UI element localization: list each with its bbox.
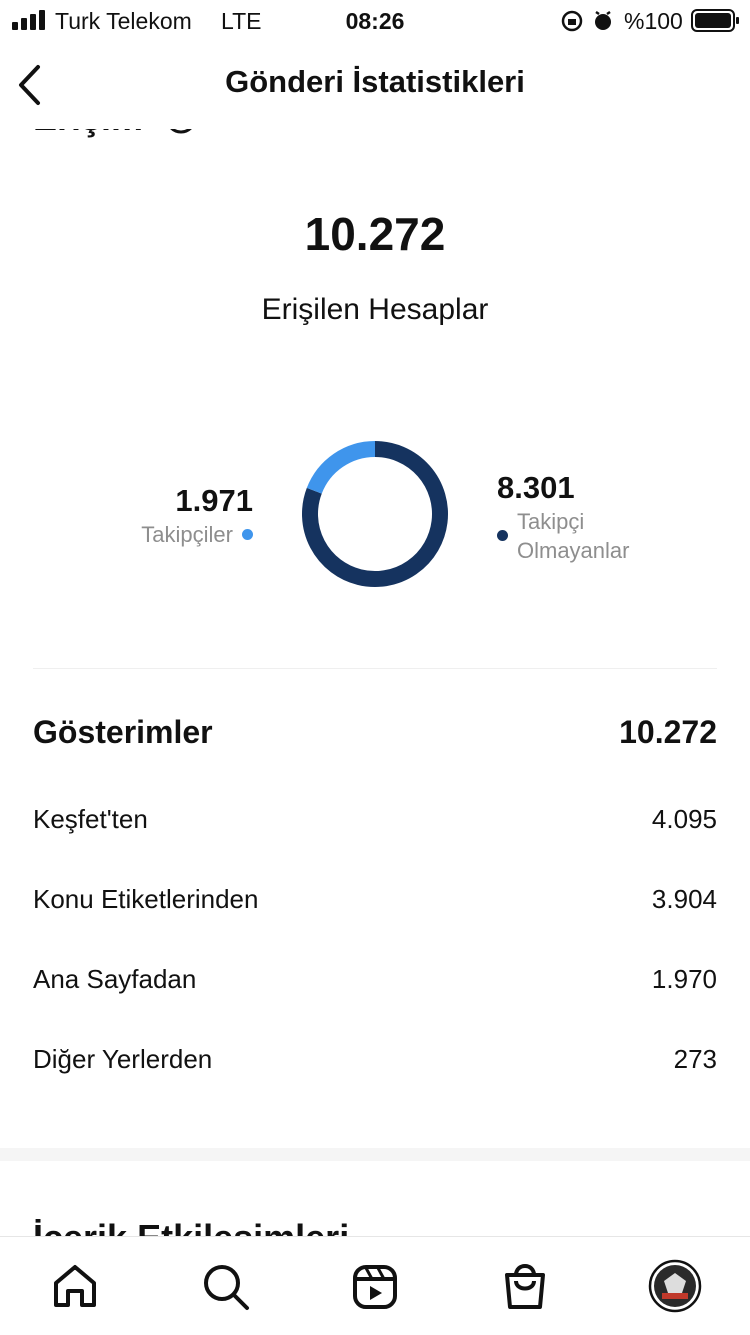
non-followers-label: Takipçi Olmayanlar xyxy=(517,509,630,563)
reels-tab[interactable] xyxy=(352,1264,398,1310)
source-label: Ana Sayfadan xyxy=(33,964,197,994)
donut-chart xyxy=(302,441,448,587)
network: LTE xyxy=(221,8,262,34)
source-label: Diğer Yerlerden xyxy=(33,1044,213,1074)
section-separator xyxy=(0,1148,750,1161)
impressions-total: 10.272 xyxy=(619,714,717,750)
donut-segment xyxy=(302,441,448,587)
profile-tab[interactable] xyxy=(648,1259,702,1313)
reach-label: Erişilen Hesaplar xyxy=(261,293,489,326)
followers-value: 1.971 xyxy=(175,483,253,518)
source-value: 3.904 xyxy=(651,884,717,914)
content: Erişim 10.272 Erişilen Hesaplar 1.971 Ta… xyxy=(0,129,750,1236)
legend-dot xyxy=(242,529,253,540)
search-tab[interactable] xyxy=(202,1263,250,1311)
carrier: Turk Telekom xyxy=(55,8,192,34)
battery-icon xyxy=(691,9,739,32)
status-icons xyxy=(561,10,611,32)
battery-level: %100 xyxy=(624,8,683,34)
home-tab[interactable] xyxy=(52,1263,98,1309)
source-value: 4.095 xyxy=(651,804,717,834)
followers-label: Takipçiler xyxy=(141,522,233,547)
back-button[interactable] xyxy=(16,64,46,106)
source-value: 273 xyxy=(673,1044,717,1074)
info-icon[interactable] xyxy=(164,129,198,145)
donut-segment xyxy=(306,441,376,494)
page-title: Gönderi İstatistikleri xyxy=(225,64,525,99)
divider xyxy=(33,668,717,669)
source-label: Konu Etiketlerinden xyxy=(33,884,259,914)
non-followers-value: 8.301 xyxy=(497,470,575,505)
signal-icon xyxy=(12,10,45,30)
tab-bar xyxy=(0,1236,750,1335)
shop-tab[interactable] xyxy=(502,1261,548,1311)
source-value: 1.970 xyxy=(651,964,717,994)
reach-total: 10.272 xyxy=(304,208,446,260)
impressions-heading: Gösterimler xyxy=(33,714,213,750)
section-heading: Erişim xyxy=(33,129,143,139)
time: 08:26 xyxy=(345,8,405,34)
section-heading: İçerik Etkileşimleri xyxy=(33,1217,349,1236)
source-label: Keşfet'ten xyxy=(33,804,148,834)
legend-dot xyxy=(497,530,508,541)
